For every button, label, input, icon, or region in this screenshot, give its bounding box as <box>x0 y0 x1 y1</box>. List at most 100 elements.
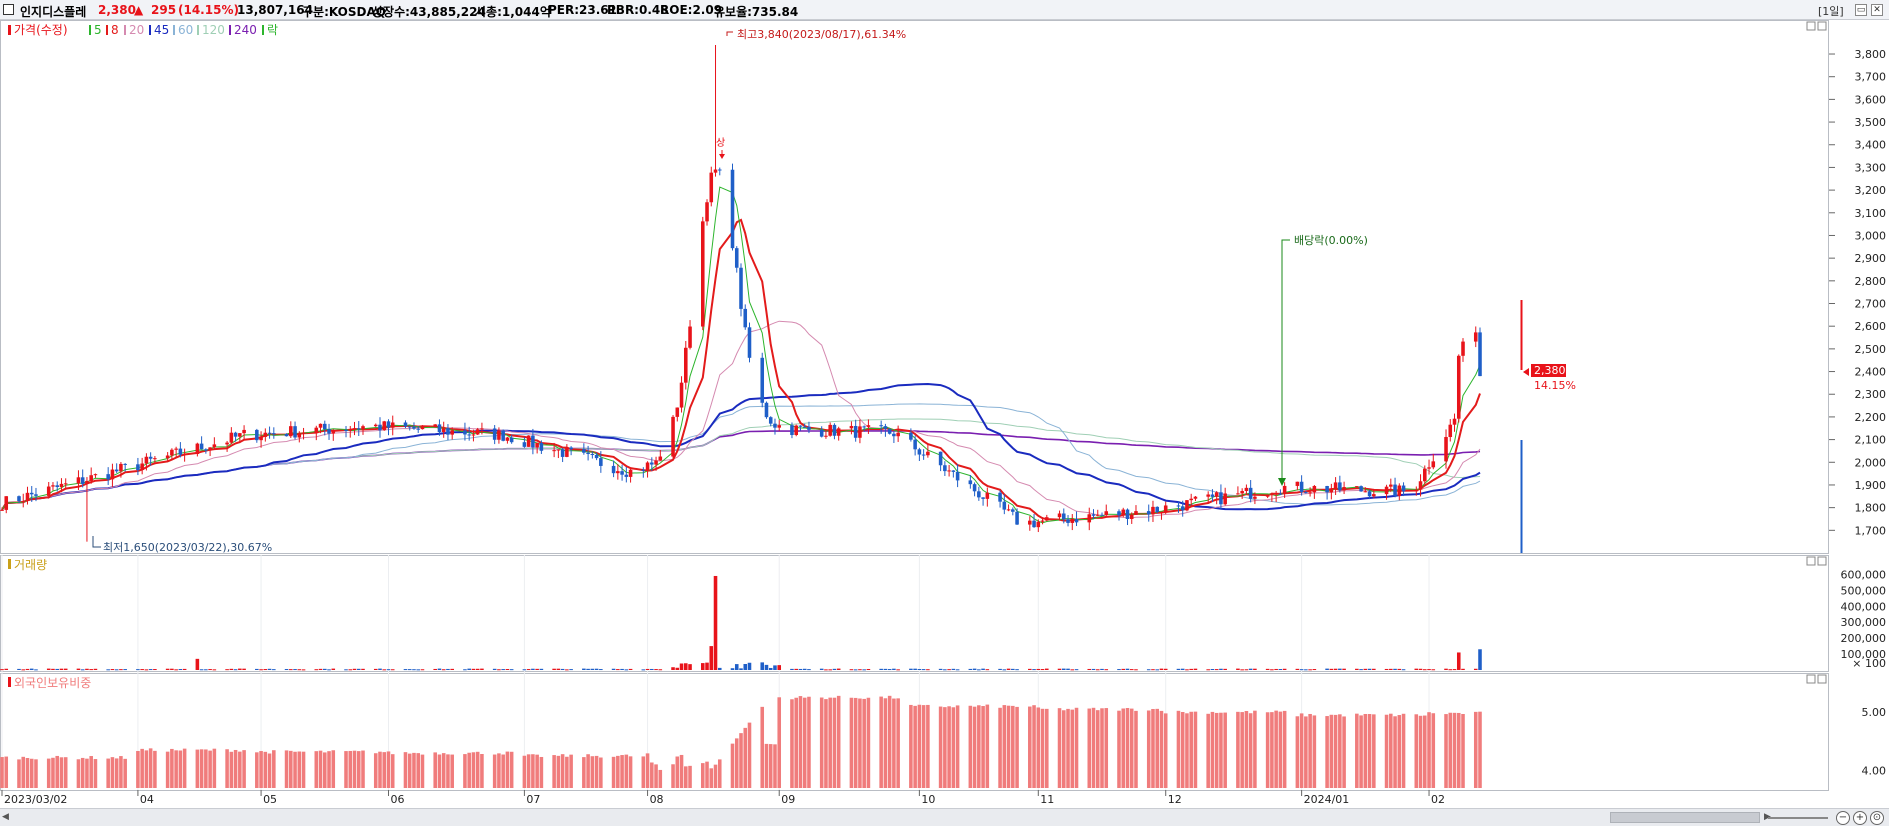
foreign-bar-26 <box>153 750 157 788</box>
candle-body-152 <box>909 432 913 440</box>
period-selector[interactable]: [1일] <box>1818 5 1844 18</box>
foreign-bar-41 <box>242 750 246 788</box>
scroll-thumb[interactable] <box>1610 812 1760 823</box>
pbr-value: PBR:0.48 <box>607 3 669 17</box>
foreign-bar-132 <box>790 699 794 788</box>
volume-value: 13,807,164 <box>237 3 313 17</box>
candle-body-154 <box>917 449 922 455</box>
candle-body-162 <box>968 480 973 485</box>
zoom-reset-icon[interactable]: ⊙ <box>1870 811 1884 825</box>
close-icon[interactable]: ✕ <box>1871 4 1883 16</box>
foreign-bar-179 <box>1066 708 1070 788</box>
candle-body-44 <box>263 432 268 437</box>
volume-tick-label-5: 500,000 <box>1841 584 1887 597</box>
candle-body-137 <box>819 429 824 437</box>
high-annotation: 최고3,840(2023/08/17),61.34% <box>726 28 906 41</box>
candle-body-62 <box>373 424 378 427</box>
candle-body-110 <box>654 460 658 465</box>
foreign-bar-32 <box>195 749 200 788</box>
foreign-bar-151 <box>896 698 900 788</box>
panel-controls[interactable] <box>1806 21 1827 684</box>
foreign-bar-89 <box>531 754 535 788</box>
price-tick-label-3: 2,000 <box>1855 456 1887 469</box>
scroll-right-icon[interactable]: ▶ <box>1764 812 1771 822</box>
candle-body-199 <box>1185 500 1189 511</box>
foreign-bar-28 <box>170 748 174 788</box>
volume-bar-71 <box>420 669 425 671</box>
candle-body-248 <box>1478 332 1482 377</box>
candle-body-114 <box>679 382 684 408</box>
foreign-bar-190 <box>1129 708 1134 788</box>
x-tick-label-3: 06 <box>390 793 404 806</box>
foreign-bar-92 <box>552 755 556 788</box>
stock-chart[interactable]: 가격(수정) 5 8 20 45 60 120 240 락 거래량 외국인보유비… <box>0 20 1889 808</box>
foreign-bar-116 <box>688 765 692 788</box>
foreign-bar-47 <box>284 750 289 788</box>
foreign-bar-163 <box>972 706 977 788</box>
chart-scrollbar[interactable]: ◀ ▶ − + ⊙ <box>0 808 1889 826</box>
foreign-bar-81 <box>480 754 484 788</box>
scroll-left-icon[interactable]: ◀ <box>2 812 9 822</box>
volume-bar-242 <box>1444 668 1448 670</box>
foreign-bar-154 <box>917 704 922 788</box>
foreign-bar-31 <box>182 748 187 788</box>
foreign-bar-20 <box>119 756 123 788</box>
foreign-bar-244 <box>1452 712 1457 788</box>
volume-bar-11 <box>63 668 68 670</box>
zoom-out-icon[interactable]: − <box>1836 811 1850 825</box>
candle-body-66 <box>390 422 395 428</box>
high-label: 최고3,840(2023/08/17),61.34% <box>737 28 906 41</box>
candle-body-202 <box>1206 494 1210 497</box>
candle-body-211 <box>1253 496 1257 499</box>
volume-bar-43 <box>259 669 263 671</box>
volume-bar-163 <box>972 668 977 670</box>
zoom-slider[interactable] <box>1768 817 1828 819</box>
volume-bar-59 <box>352 668 357 670</box>
stock-name[interactable]: 인지디스플레 <box>20 5 87 19</box>
date-x-axis: 2023/03/02 04 05 06 07 08 09 10 11 12 2024/01 02 <box>1 790 1445 806</box>
candle-body-34 <box>204 449 208 451</box>
candle-body-109 <box>650 462 654 465</box>
volume-bar-240 <box>1427 669 1431 671</box>
zoom-in-icon[interactable]: + <box>1853 811 1867 825</box>
foreign-bar-98 <box>586 754 590 788</box>
candle-body-223 <box>1329 489 1334 493</box>
low-annotation: 최저1,650(2023/03/22),30.67% <box>92 536 272 554</box>
volume-bar-186 <box>1104 669 1109 671</box>
volume-bar-86 <box>509 669 514 671</box>
foreign-bar-118 <box>705 761 709 788</box>
candle-body-8 <box>51 485 55 487</box>
x-tick-label-8: 11 <box>1040 793 1054 806</box>
volume-bar-114 <box>679 663 684 670</box>
foreign-bar-180 <box>1070 709 1075 788</box>
volume-bar-69 <box>412 669 416 671</box>
candle-body-194 <box>1155 506 1159 512</box>
price-tick-label-5: 2,200 <box>1855 411 1887 424</box>
volume-bar-160 <box>951 668 956 670</box>
volume-bar-47 <box>284 669 289 671</box>
candle-body-12 <box>76 477 81 484</box>
candle-body-118 <box>705 202 709 222</box>
volume-bar-79 <box>471 668 476 670</box>
foreign-bar-226 <box>1342 716 1346 788</box>
volume-bar-176 <box>1045 668 1049 670</box>
volume-bar-97 <box>582 668 586 670</box>
candle-body-219 <box>1304 492 1308 494</box>
restore-icon[interactable]: ▭ <box>1855 4 1867 16</box>
checkbox-icon[interactable] <box>3 4 14 15</box>
volume-bar-76 <box>450 668 454 670</box>
volume-bar-53 <box>318 668 323 670</box>
foreign-bar-39 <box>233 749 238 788</box>
volume-bar-233 <box>1389 668 1393 670</box>
candle-body-198 <box>1180 506 1185 511</box>
volume-bar-227 <box>1355 668 1359 670</box>
volume-bar-140 <box>832 668 837 670</box>
candle-body-91 <box>539 442 544 451</box>
foreign-bar-182 <box>1087 708 1092 788</box>
foreign-bar-113 <box>675 756 680 788</box>
volume-bar-85 <box>505 669 510 671</box>
candle-body-125 <box>743 308 748 328</box>
volume-bar-110 <box>654 669 658 671</box>
foreign-bar-1 <box>4 756 9 788</box>
foreign-bar-165 <box>981 706 985 788</box>
